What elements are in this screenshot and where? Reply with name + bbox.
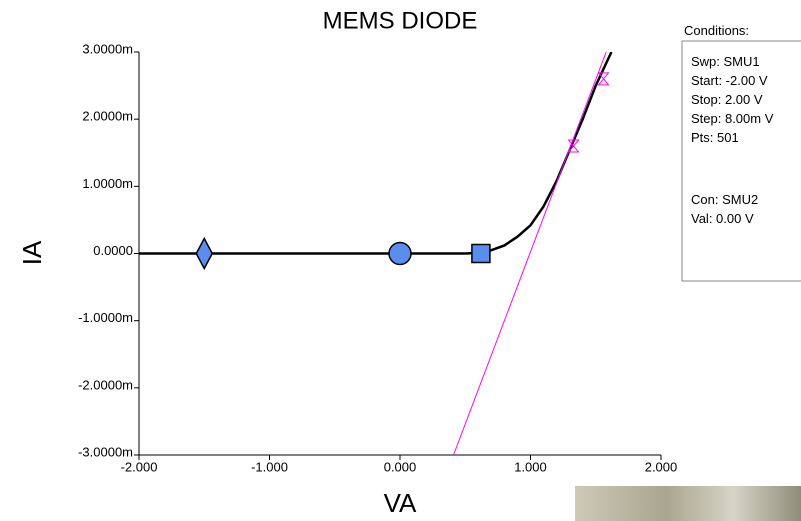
y-tick-label: 0.0000 <box>93 243 133 258</box>
cursor-marker <box>597 72 610 86</box>
cursor-marker <box>567 139 580 153</box>
y-tick-label: 3.0000m <box>82 41 133 56</box>
condition-line: Step: 8.00m V <box>691 111 774 126</box>
y-tick-label: -2.0000m <box>78 377 133 392</box>
x-tick-label: 1.000 <box>514 459 547 474</box>
y-axis-label: IA <box>17 240 47 265</box>
condition-line: Swp: SMU1 <box>691 54 760 69</box>
y-tick-label: -1.0000m <box>78 310 133 325</box>
condition-line: Start: -2.00 V <box>691 73 768 88</box>
x-tick-label: 0.000 <box>384 459 417 474</box>
circle-marker <box>388 241 412 266</box>
condition-line: Stop: 2.00 V <box>691 92 763 107</box>
diamond-marker <box>195 236 214 271</box>
conditions-box <box>681 40 801 282</box>
y-tick-label: 1.0000m <box>82 176 133 191</box>
square-marker <box>471 243 491 264</box>
x-tick-label: -1.000 <box>251 459 288 474</box>
photo-fragment <box>575 486 801 521</box>
condition-line: Pts: 501 <box>691 130 739 145</box>
condition-line: Val: 0.00 V <box>691 211 754 226</box>
y-tick-label: 2.0000m <box>82 109 133 124</box>
x-tick-label: -2.000 <box>121 459 158 474</box>
x-axis-label: VA <box>384 488 417 518</box>
chart-title: MEMS DIODE <box>323 7 478 34</box>
conditions-title: Conditions: <box>684 23 749 38</box>
iv-curve <box>139 52 613 255</box>
y-tick-label: -3.0000m <box>78 444 133 459</box>
fit-line <box>453 52 607 455</box>
condition-line: Con: SMU2 <box>691 192 758 207</box>
x-tick-label: 2.000 <box>645 459 678 474</box>
